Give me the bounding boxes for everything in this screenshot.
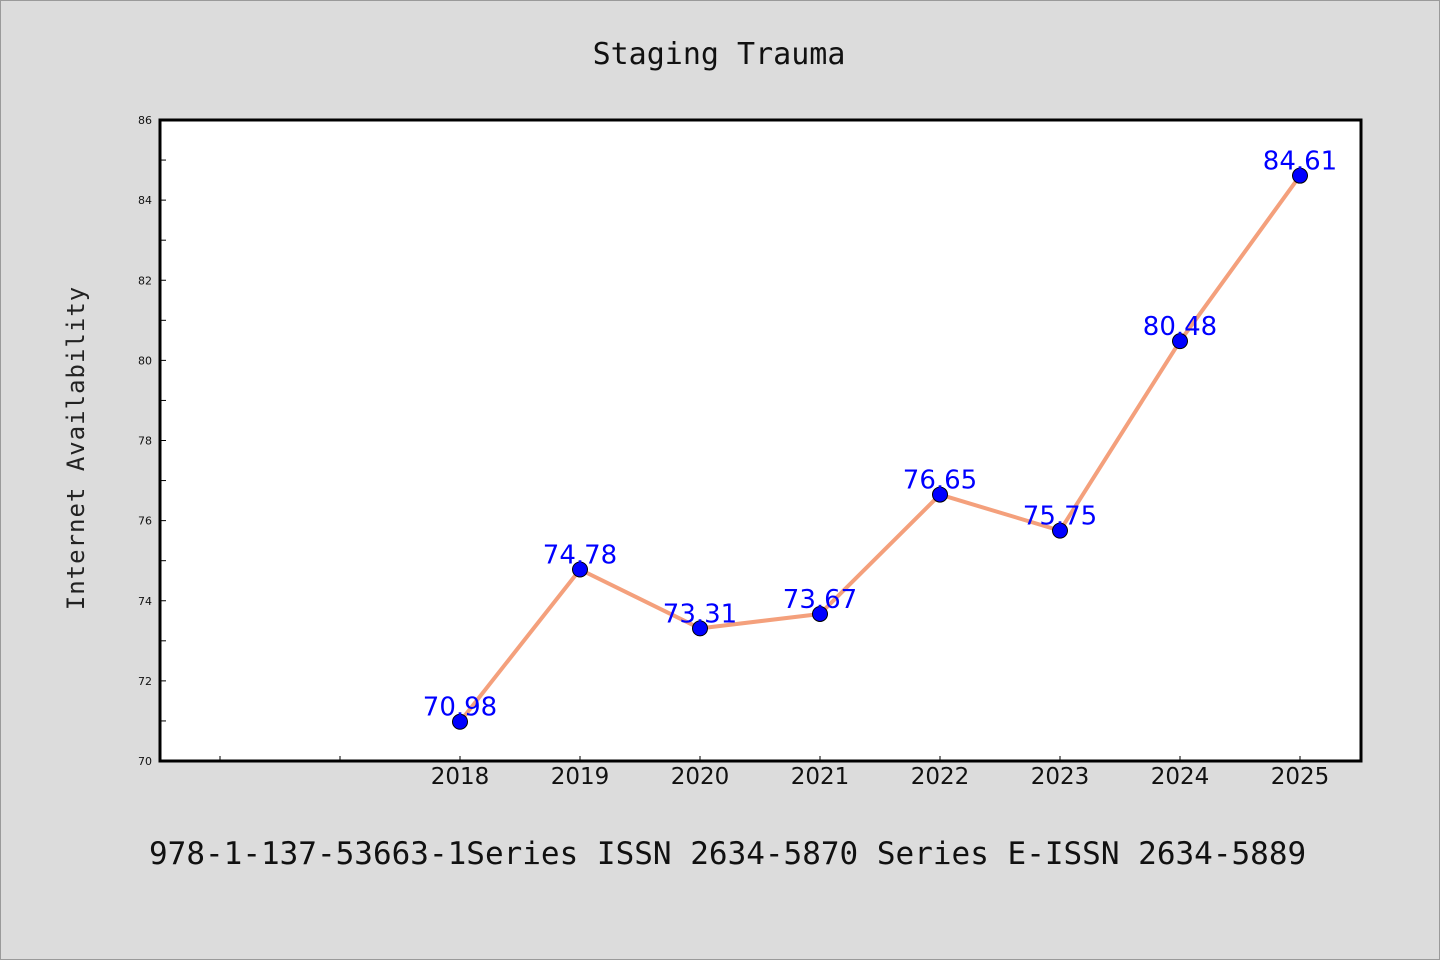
data-point-marker [1172, 333, 1188, 350]
data-label: 75.75 [1023, 502, 1097, 532]
y-tick-label: 86 [138, 114, 152, 127]
data-label: 70.98 [423, 693, 497, 723]
data-point-marker [1292, 167, 1308, 184]
x-tick-label: 2021 [791, 764, 850, 790]
y-tick-label: 80 [138, 354, 152, 367]
y-tick-label: 76 [138, 515, 152, 528]
x-tick-label: 2022 [911, 764, 970, 790]
series-layer: 70.98 74.78 73.31 73.67 76.65 75.75 80.48 84.61 [423, 147, 1337, 730]
y-tick-label: 74 [138, 595, 152, 608]
footer-isbn-issn-text: 978-1-137-53663-1Series ISSN 2634-5870 S… [149, 836, 1306, 872]
data-point-marker [1052, 522, 1068, 539]
data-label: 73.67 [783, 585, 857, 615]
x-tick-label: 2019 [551, 764, 610, 790]
y-tick-label: 82 [138, 274, 152, 287]
chart-title: Staging Trauma [593, 37, 846, 72]
x-axis: 2018 2019 2020 2021 2022 2023 2024 2025 [219, 756, 1330, 790]
data-point-marker [572, 561, 588, 578]
data-point-marker [452, 713, 468, 730]
x-tick-label: 2023 [1031, 764, 1090, 790]
data-label: 76.65 [903, 466, 977, 496]
data-label: 73.31 [663, 599, 737, 629]
x-tick-label: 2020 [671, 764, 730, 790]
y-tick-label: 72 [138, 675, 152, 688]
x-tick-label: 2025 [1271, 764, 1330, 790]
data-point-marker [812, 605, 828, 622]
y-tick-label: 70 [138, 755, 152, 768]
data-label: 74.78 [543, 541, 617, 571]
x-tick-label: 2018 [431, 764, 490, 790]
data-label: 84.61 [1263, 147, 1337, 177]
data-point-marker [692, 620, 708, 637]
y-tick-label: 78 [138, 435, 152, 448]
x-tick-label: 2024 [1151, 764, 1210, 790]
y-tick-label: 84 [138, 194, 152, 207]
data-label: 80.48 [1143, 312, 1217, 342]
plot-area [158, 118, 1363, 763]
series-line [458, 173, 1302, 724]
y-axis-label: Internet Availability [62, 286, 90, 610]
data-point-marker [932, 486, 948, 503]
y-axis: 70 72 74 76 78 80 82 84 86 [138, 114, 166, 768]
